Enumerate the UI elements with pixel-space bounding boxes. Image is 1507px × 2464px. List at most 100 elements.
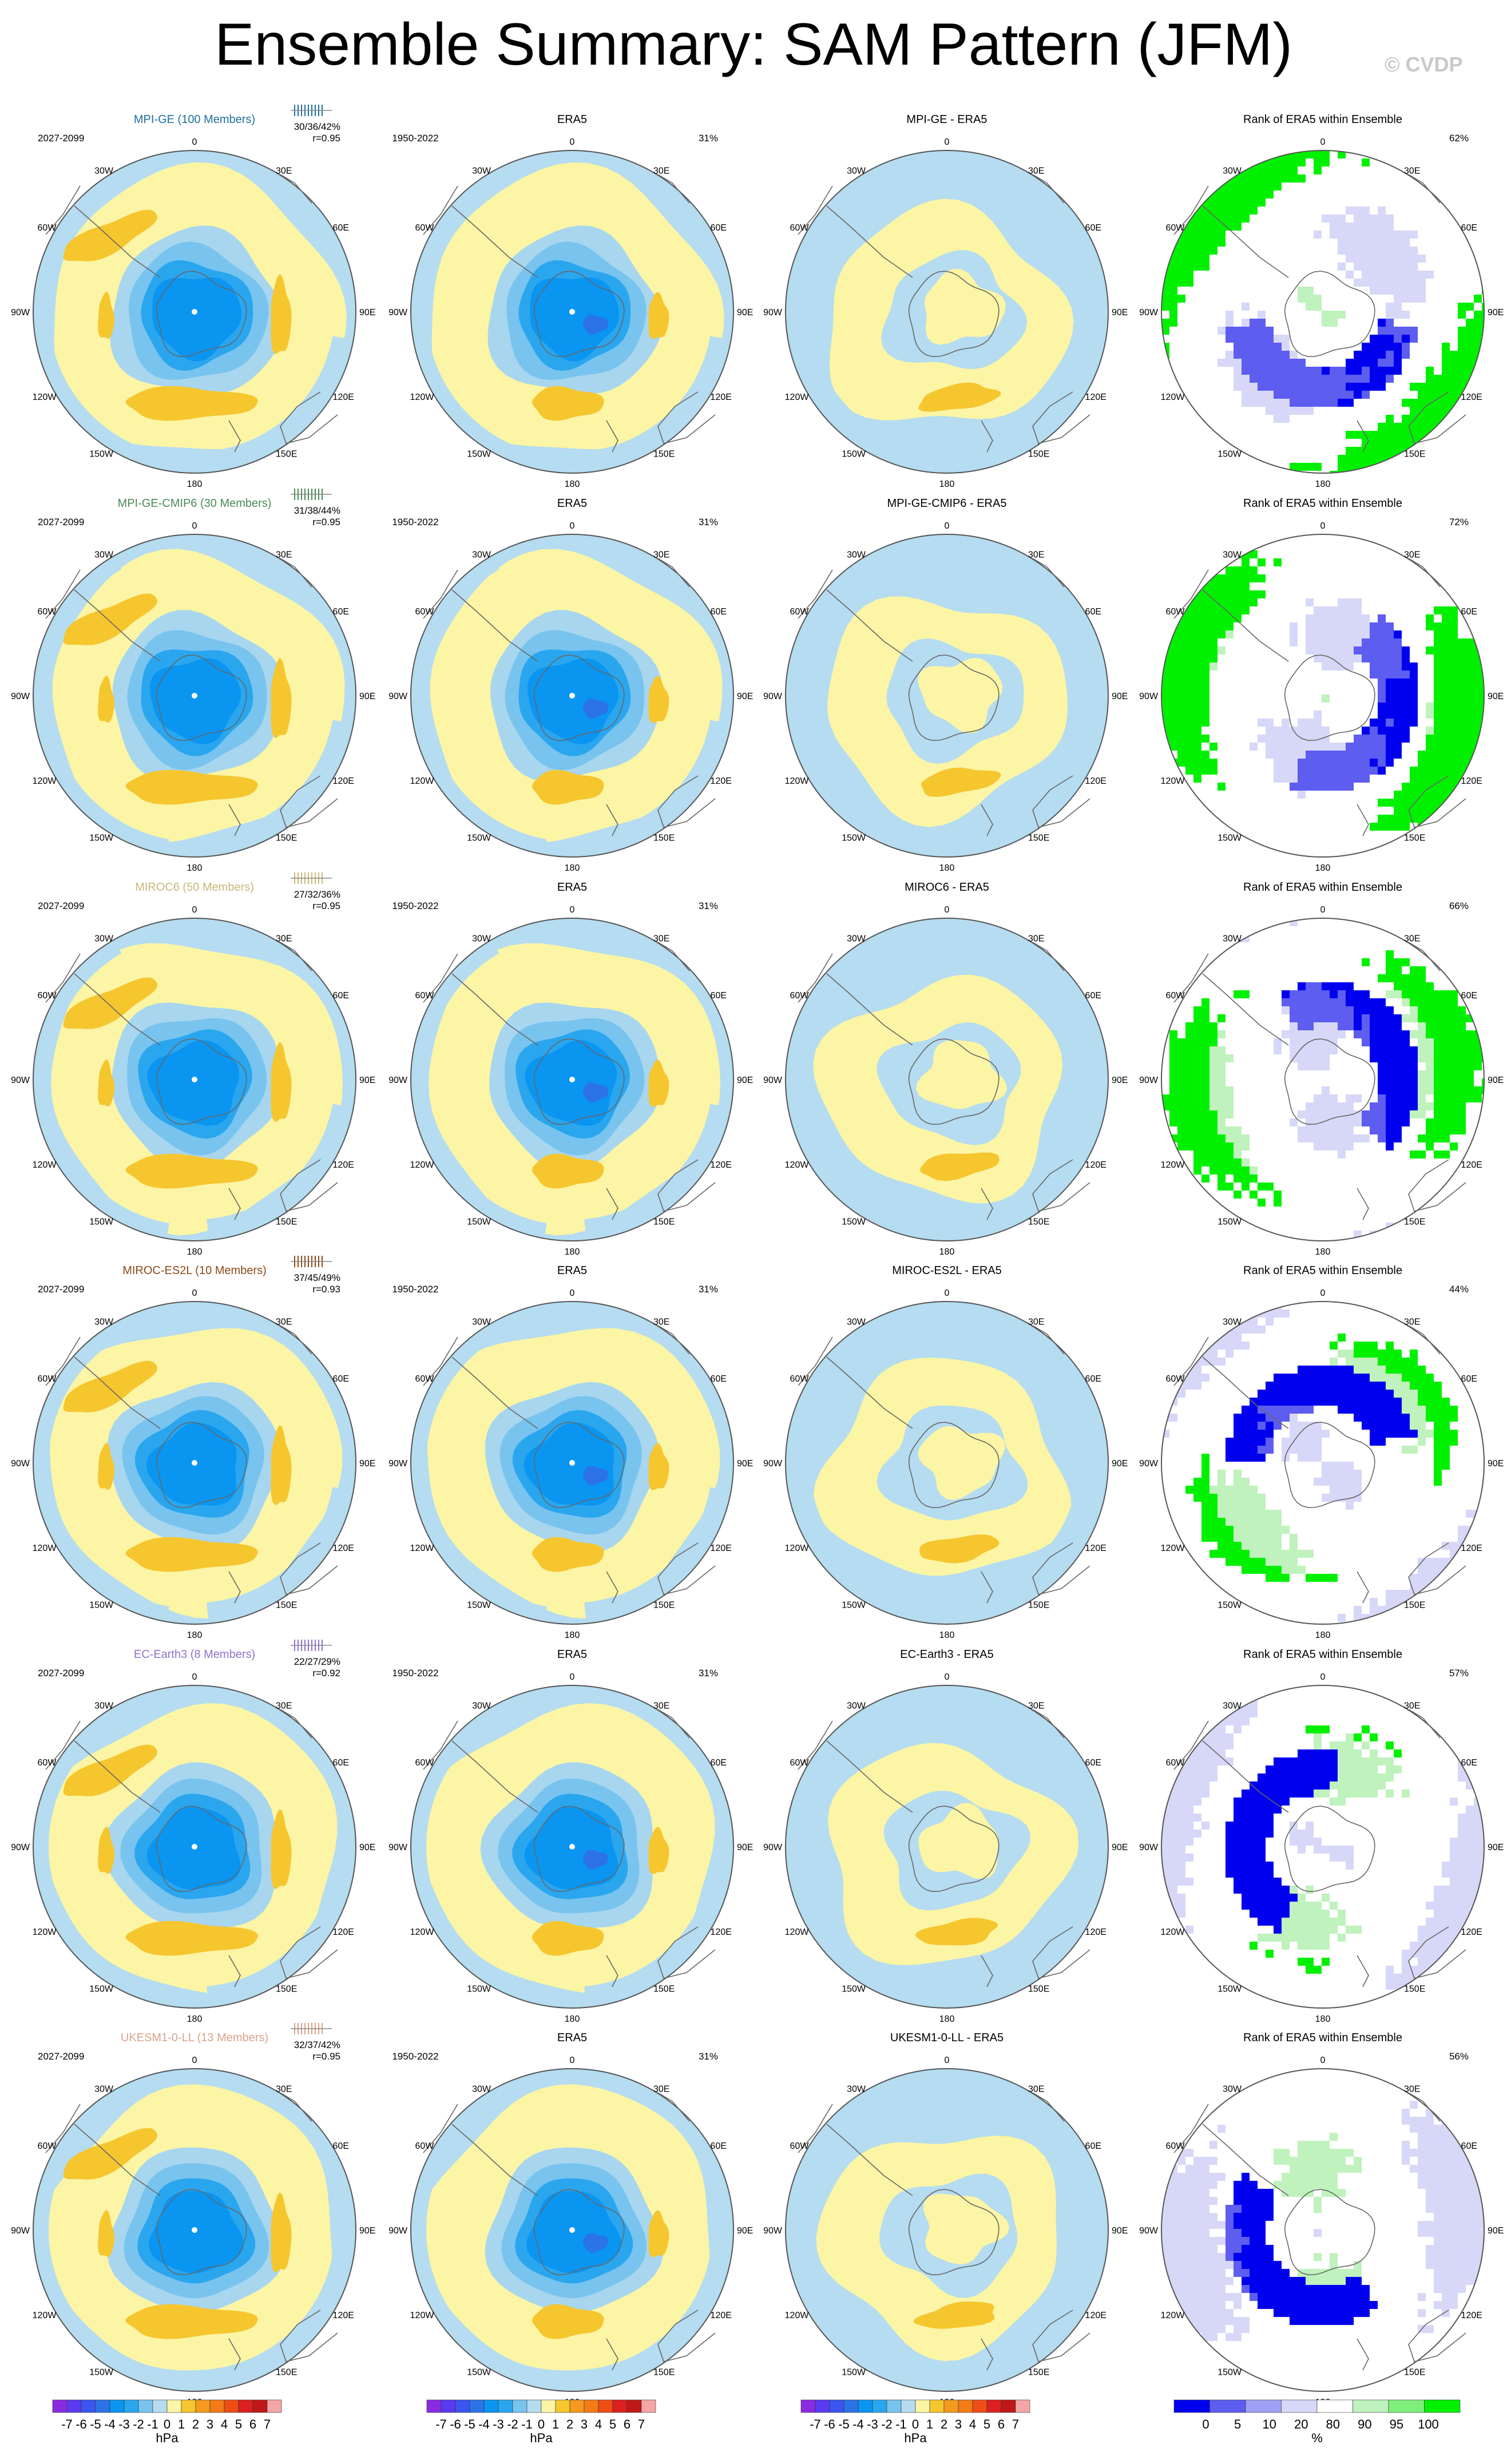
rank-cell <box>1290 2157 1298 2165</box>
rank-cell <box>1442 2229 1450 2237</box>
rank-cell <box>1161 1622 1169 1624</box>
rank-cell <box>1362 743 1370 751</box>
rank-cell <box>1234 2213 1242 2221</box>
rank-cell <box>1378 1773 1386 1781</box>
rank-cell <box>1266 1798 1274 1806</box>
rank-cell <box>1266 2269 1274 2277</box>
rank-cell <box>1193 638 1201 646</box>
rank-cell <box>1209 1358 1218 1366</box>
rank-cell <box>1370 1350 1378 1358</box>
rank-cell <box>1314 2141 1322 2149</box>
rank-cell <box>1458 638 1466 646</box>
panel-title-difference: MPI-GE - ERA5 <box>906 113 987 126</box>
rank-cell <box>1282 1781 1290 1790</box>
rank-cell <box>1218 1175 1226 1183</box>
panel-title-era5: ERA5 <box>557 1648 587 1661</box>
rank-cell <box>1242 1838 1250 1846</box>
rank-cell <box>1258 150 1266 158</box>
rank-cell <box>1258 191 1266 199</box>
rank-cell <box>1418 2157 1426 2165</box>
rank-cell <box>1330 375 1338 383</box>
rank-cell <box>1201 2189 1209 2197</box>
rank-cell <box>1185 614 1193 622</box>
rank-cell <box>1482 1958 1484 1966</box>
rank-cell <box>1474 158 1482 166</box>
longitude-label: 180 <box>939 2014 955 2024</box>
rank-cell <box>1298 1366 1306 1374</box>
rank-cell <box>1209 1239 1218 1241</box>
rank-cell <box>1177 2229 1185 2237</box>
rank-cell <box>1474 2165 1482 2173</box>
rank-cell <box>1402 1382 1410 1390</box>
rank-cell <box>1201 614 1209 622</box>
rank-cell <box>1362 391 1370 399</box>
longitude-label: 0 <box>570 1672 575 1682</box>
rank-cell <box>1354 1094 1362 1102</box>
rank-cell <box>1442 407 1450 415</box>
longitude-label: 0 <box>1320 1288 1326 1298</box>
rank-cell <box>1442 1910 1450 1918</box>
rank-cell <box>1258 1814 1266 1822</box>
colorbar-swatch <box>252 2399 268 2413</box>
rank-cell <box>1185 1822 1193 1830</box>
rank-cell <box>1442 2197 1450 2205</box>
rank-cell <box>1346 1022 1354 1030</box>
rank-cell <box>1274 2285 1282 2293</box>
rank-cell <box>1201 1534 1209 1542</box>
rank-cell <box>1466 662 1474 670</box>
rank-cell <box>1209 1733 1218 1741</box>
rank-cell <box>1418 2221 1426 2229</box>
colorbar-tick-label: -7 <box>61 2417 73 2431</box>
rank-cell <box>1450 2245 1458 2253</box>
rank-cell <box>1434 1446 1442 1454</box>
rank-cell <box>1386 471 1394 473</box>
rank-cell <box>1338 759 1346 767</box>
rank-cell <box>1193 1134 1201 1142</box>
rank-cell <box>1338 1142 1346 1150</box>
rank-cell <box>1185 2277 1193 2285</box>
rank-cell <box>1330 1046 1338 1054</box>
rank-cell <box>1322 743 1330 751</box>
rank-cell <box>1402 263 1410 271</box>
rank-cell <box>1402 799 1410 807</box>
rank-cell <box>1386 1006 1394 1014</box>
rank-cell <box>1482 1558 1484 1566</box>
rank-cell <box>1378 287 1386 295</box>
rank-cell <box>1410 1110 1418 1118</box>
rank-cell <box>1266 367 1274 375</box>
rank-cell <box>1290 622 1298 630</box>
rank-cell <box>1418 431 1426 439</box>
rank-cell <box>1394 1070 1402 1078</box>
rank-cell <box>1378 1046 1386 1054</box>
rank-cell <box>1338 1382 1346 1390</box>
rank-cell <box>1177 2269 1185 2277</box>
rank-cell <box>1474 1566 1482 1574</box>
coastline-peninsula <box>1202 205 1289 278</box>
coastline-new-zealand <box>228 804 241 836</box>
rank-cell <box>1274 775 1282 783</box>
rank-cell <box>1234 2229 1242 2237</box>
rank-cell <box>1482 727 1484 735</box>
rank-cell <box>1330 759 1338 767</box>
rank-cell <box>1298 1902 1306 1910</box>
rank-cell <box>1298 2293 1306 2301</box>
rank-cell <box>1314 1926 1322 1934</box>
rank-cell <box>1434 711 1442 719</box>
rank-cell <box>1314 2253 1322 2261</box>
coastline-peninsula <box>451 2124 538 2196</box>
coastline-antarctica <box>533 2189 625 2276</box>
rank-cell <box>1434 1207 1442 1215</box>
longitude-label: 150E <box>1028 834 1049 843</box>
positive-lobe-south <box>125 1921 258 1956</box>
rank-cell <box>1442 1110 1450 1118</box>
rank-cell <box>1474 703 1482 711</box>
panel-correlation: r=0.95 <box>312 517 340 527</box>
coastline-australia <box>657 1159 716 1212</box>
positive-lobe-east <box>648 1060 669 1107</box>
rank-cell <box>1426 1918 1434 1926</box>
rank-cell <box>1402 1062 1410 1070</box>
rank-cell <box>1474 2205 1482 2213</box>
rank-cell <box>1274 335 1282 343</box>
rank-cell <box>1266 335 1274 343</box>
rank-cell <box>1209 2069 1218 2077</box>
